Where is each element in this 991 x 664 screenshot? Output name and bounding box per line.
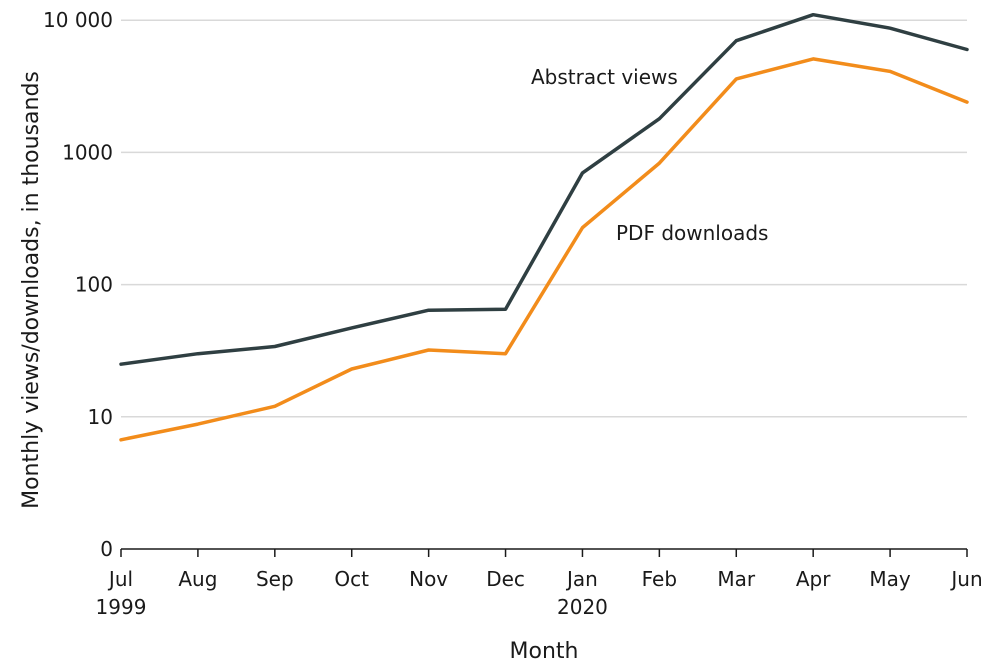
x-tick-label: May [869,567,911,591]
x-tick-label: Aug [178,567,217,591]
x-tick-label: Jan [565,567,598,591]
x-tick-label: Dec [486,567,525,591]
y-tick-label: 1000 [62,140,113,164]
y-tick-label: 0 [100,537,113,561]
x-tick-label: Sep [256,567,294,591]
x-axis-title: Month [510,639,579,664]
series-label-pdf-downloads: PDF downloads [616,221,768,245]
x-tick-year-label: 2020 [557,595,608,619]
x-tick-label: Oct [334,567,369,591]
y-tick-label: 100 [75,273,113,297]
gridlines [121,19,967,418]
y-tick-label: 10 000 [43,8,113,32]
series-line-pdf-downloads [119,57,969,442]
x-tick-year-label: 1999 [96,595,147,619]
series-label-abstract-views: Abstract views [531,65,678,89]
x-tick-label: Mar [717,567,756,591]
x-tick-label: Apr [796,567,831,591]
y-axis-title: Monthly views/downloads, in thousands [19,71,44,509]
x-tick-label: Jul [107,567,133,591]
x-tick-label: Nov [409,567,448,591]
axes: 0 10 100 1000 10 000 Jul 1999 Aug Sep Oct Nov Dec Ja… [43,8,983,619]
x-tick-label: Feb [642,567,677,591]
series-labels: Abstract views PDF downloads [531,65,768,245]
x-tick-label: Jun [949,567,982,591]
y-tick-label: 10 [88,405,113,429]
series-lines [119,12,969,442]
series-line-abstract-views [119,12,969,366]
